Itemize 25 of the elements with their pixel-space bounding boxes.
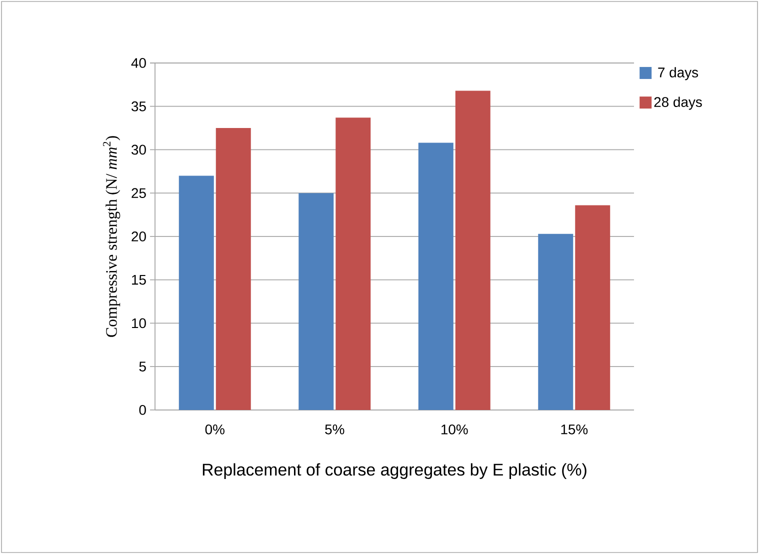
legend-label: 28 days [654,96,702,110]
x-tick-label: 15% [561,424,588,434]
bar [216,128,251,410]
y-tick-label: 40 [131,58,146,68]
bar [336,118,371,410]
y-tick-label: 20 [132,232,146,242]
y-tick-label: 5 [139,362,146,372]
bar [455,90,490,410]
y-axis-title: Compressive strength (N/ mm$^{2}$) [103,136,120,337]
legend-label: 7 days [658,67,698,80]
bar [538,234,574,410]
bar [575,205,610,410]
y-tick-label: 15 [132,274,146,285]
y-tick-label: 0 [139,405,146,415]
x-tick-label: 5% [325,424,344,434]
x-axis-title: Replacement of coarse aggregates by E plastic (%) [202,463,586,480]
bar [418,142,454,410]
x-tick-label: 0% [205,424,224,434]
x-tick-label: 10% [441,424,468,434]
bar [178,176,214,410]
y-tick-label: 35 [132,101,146,112]
y-tick-label: 30 [132,144,146,155]
bar [298,193,334,410]
y-tick-label: 10 [132,318,146,328]
y-tick-label: 25 [132,188,146,198]
